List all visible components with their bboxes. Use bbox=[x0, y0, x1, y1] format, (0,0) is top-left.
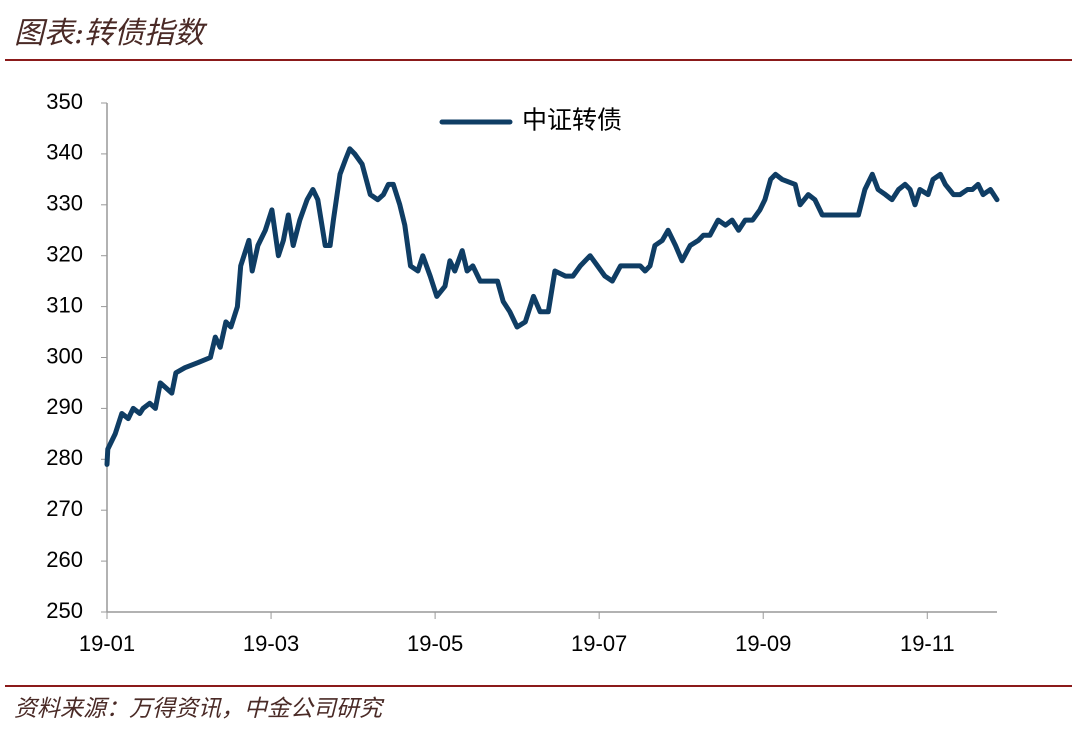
y-tick-label: 260 bbox=[46, 547, 83, 572]
y-tick-label: 310 bbox=[46, 292, 83, 317]
y-tick-label: 250 bbox=[46, 598, 83, 623]
x-tick-label: 19-01 bbox=[79, 631, 135, 656]
y-tick-label: 290 bbox=[46, 394, 83, 419]
x-tick-label: 19-03 bbox=[243, 631, 299, 656]
y-tick-label: 270 bbox=[46, 496, 83, 521]
y-tick-label: 330 bbox=[46, 191, 83, 216]
source-note: 资料来源：万得资讯，中金公司研究 bbox=[14, 696, 385, 722]
y-tick-label: 320 bbox=[46, 242, 83, 267]
x-tick-label: 19-11 bbox=[900, 631, 955, 656]
x-tick-label: 19-09 bbox=[735, 631, 791, 656]
legend-label: 中证转债 bbox=[522, 107, 622, 135]
series-line bbox=[104, 146, 1000, 467]
x-tick-label: 19-05 bbox=[407, 631, 463, 656]
y-tick-label: 340 bbox=[46, 140, 83, 165]
y-tick-label: 280 bbox=[46, 445, 83, 470]
x-tick-label: 19-07 bbox=[571, 631, 627, 656]
y-tick-label: 300 bbox=[46, 343, 83, 368]
chart-title: 图表:转债指数 bbox=[14, 16, 208, 51]
y-tick-label: 350 bbox=[46, 89, 83, 114]
